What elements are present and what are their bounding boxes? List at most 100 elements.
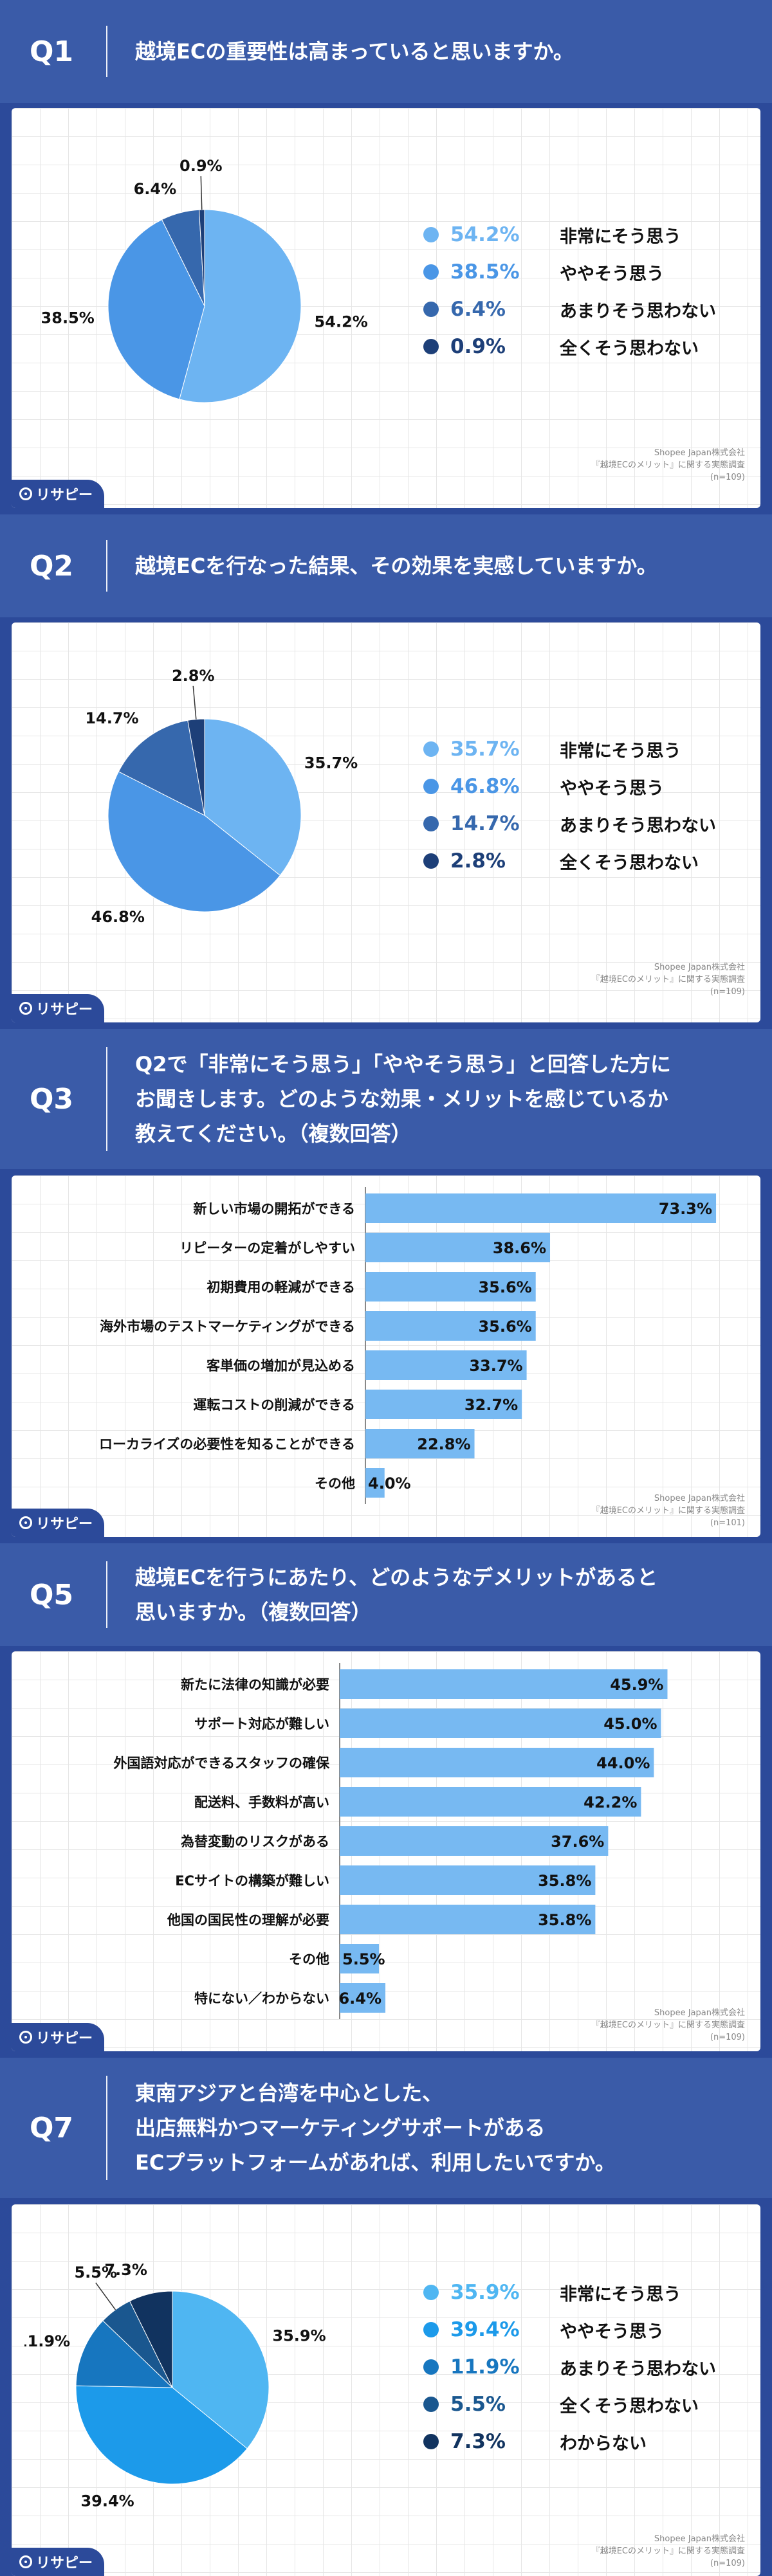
source-company: Shopee Japan株式会社 xyxy=(654,2008,745,2018)
bar xyxy=(340,1748,654,1777)
legend-item: 2.8% 全くそう思わない xyxy=(423,842,716,880)
bar xyxy=(340,1826,609,1856)
brand-icon xyxy=(19,1516,32,1529)
brand-name: リサピー xyxy=(36,2555,93,2571)
legend-percent: 39.4% xyxy=(450,2318,520,2341)
bar-value-label: 37.6% xyxy=(551,1833,604,1851)
bar xyxy=(365,1429,475,1458)
brand-icon xyxy=(19,2031,32,2044)
section-q1: Q1 越境ECの重要性は高まっていると思いますか。 54.2% 38.5% 6.4%… xyxy=(0,0,772,508)
bar-value-label: 38.6% xyxy=(493,1239,546,1257)
bar xyxy=(365,1468,385,1498)
source-survey: 『越境ECのメリット』に関する実態調査 xyxy=(591,2546,745,2556)
divider xyxy=(106,26,107,77)
legend-label: 非常にそう思う xyxy=(560,226,681,247)
question-text: 東南アジアと台湾を中心とした、 出店無料かつマーケティングサポートがある ECプ… xyxy=(135,2081,616,2175)
bar-chart: 新しい市場の開拓ができる 73.3% リピーターの定着がしやすい 38.6% 初期費用の… xyxy=(99,1187,717,1504)
brand-name: リサピー xyxy=(36,1002,93,1018)
legend-swatch xyxy=(423,264,439,280)
bar xyxy=(365,1272,536,1302)
bar-value-label: 33.7% xyxy=(469,1357,522,1375)
bar xyxy=(340,1669,668,1699)
section-q3: Q3 Q2で「非常にそう思う」「ややそう思う」と回答した方に お聞きします。どの… xyxy=(0,1029,772,1537)
legend-swatch xyxy=(423,2359,439,2375)
bar-value-label: 35.6% xyxy=(478,1318,531,1336)
question-header: Q3 Q2で「非常にそう思う」「ややそう思う」と回答した方に お聞きします。どの… xyxy=(0,1029,772,1169)
brand-logo: リサピー xyxy=(12,994,105,1022)
legend-swatch xyxy=(423,227,439,242)
pie-slice xyxy=(179,209,302,403)
bar-value-label: 45.0% xyxy=(603,1715,657,1733)
legend-percent: 35.9% xyxy=(450,2281,520,2304)
question-number: Q5 xyxy=(29,1578,74,1611)
bar xyxy=(340,1944,380,1973)
sample-size: (n=101) xyxy=(710,1518,745,1528)
question-number: Q3 xyxy=(29,1082,74,1116)
chart-card: 35.9%39.4%11.9%5.5%7.3% 35.9%非常にそう思う39.4… xyxy=(12,2204,760,2576)
slice-label: 14.7% xyxy=(85,709,138,727)
brand-icon xyxy=(19,1002,32,1015)
source-company: Shopee Japan株式会社 xyxy=(654,1494,745,1503)
bar-value-label: 42.2% xyxy=(584,1793,637,1811)
brand-name: リサピー xyxy=(36,2031,93,2047)
legend-percent: 38.5% xyxy=(450,260,520,284)
source-note: Shopee Japan株式会社 『越境ECのメリット』に関する実態調査 (n=… xyxy=(592,2007,745,2044)
legend: 54.2% 非常にそう思う 38.5% ややそう思う 6.4% あまりそう思わない 0.9%… xyxy=(423,216,716,365)
legend-swatch xyxy=(423,302,439,317)
question-text: 越境ECの重要性は高まっていると思いますか。 xyxy=(135,39,574,64)
sample-size: (n=109) xyxy=(710,473,745,482)
category-label: サポート対応が難しい xyxy=(194,1716,329,1732)
category-label: 外国語対応ができるスタッフの確保 xyxy=(113,1755,330,1771)
question-header: Q1 越境ECの重要性は高まっていると思いますか。 xyxy=(0,0,772,103)
slice-label: 0.9% xyxy=(179,157,223,175)
section-q5: Q5 越境ECを行うにあたり、どのようなデメリットがあると 思いますか。（複数回… xyxy=(0,1543,772,2051)
brand-icon xyxy=(19,487,32,500)
legend-label: あまりそう思わない xyxy=(560,2359,716,2379)
bar-value-label: 4.0% xyxy=(368,1474,411,1492)
question-text: Q2で「非常にそう思う」「ややそう思う」と回答した方に お聞きします。どのような… xyxy=(135,1052,671,1146)
slice-label: 38.5% xyxy=(41,309,95,327)
slice-label: 5.5% xyxy=(74,2263,117,2281)
slice-label: 11.9% xyxy=(24,2332,70,2350)
pie-slice xyxy=(172,2290,270,2449)
category-label: ECサイトの構築が難しい xyxy=(175,1873,329,1889)
bar xyxy=(365,1311,536,1341)
source-company: Shopee Japan株式会社 xyxy=(654,2534,745,2544)
source-note: Shopee Japan株式会社 『越境ECのメリット』に関する実態調査 (n=… xyxy=(592,961,745,998)
legend-item: 7.3% わからない xyxy=(423,2423,716,2460)
legend-item: 0.9% 全くそう思わない xyxy=(423,328,716,365)
question-header: Q5 越境ECを行うにあたり、どのようなデメリットがあると 思いますか。（複数回… xyxy=(0,1543,772,1646)
legend-item: 46.8% ややそう思う xyxy=(423,768,716,805)
legend-swatch xyxy=(423,816,439,831)
source-survey: 『越境ECのメリット』に関する実態調査 xyxy=(591,460,745,470)
bar-chart: 新たに法律の知識が必要 45.9% サポート対応が難しい 45.0% 外国語対応ができる… xyxy=(113,1663,668,2019)
pie-slice xyxy=(107,771,281,912)
source-survey: 『越境ECのメリット』に関する実態調査 xyxy=(591,1506,745,1516)
category-label: 初期費用の軽減ができる xyxy=(207,1280,355,1295)
category-label: リピーターの定着がしやすい xyxy=(179,1240,355,1256)
brand-icon xyxy=(19,2555,32,2568)
bar xyxy=(340,1983,386,2013)
legend-percent: 54.2% xyxy=(450,223,520,246)
legend-swatch xyxy=(423,741,439,757)
legend-swatch xyxy=(423,2397,439,2412)
source-survey: 『越境ECのメリット』に関する実態調査 xyxy=(591,975,745,984)
question-text: 越境ECを行うにあたり、どのようなデメリットがあると 思いますか。（複数回答） xyxy=(135,1565,658,1624)
category-label: 為替変動のリスクがある xyxy=(181,1834,329,1849)
category-label: 運転コストの削減ができる xyxy=(193,1397,355,1413)
bar xyxy=(365,1350,527,1380)
slice-label: 35.7% xyxy=(304,754,358,772)
source-note: Shopee Japan株式会社 『越境ECのメリット』に関する実態調査 (n=… xyxy=(592,447,745,484)
bar xyxy=(365,1193,717,1223)
legend-item: 38.5% ややそう思う xyxy=(423,253,716,291)
legend-percent: 7.3% xyxy=(450,2430,506,2453)
pie-slice xyxy=(198,209,205,307)
slice-label: 2.8% xyxy=(172,667,215,685)
question-number: Q1 xyxy=(29,35,74,68)
pie-slice xyxy=(204,718,302,876)
legend-percent: 5.5% xyxy=(450,2393,506,2416)
brand-name: リサピー xyxy=(36,1516,93,1532)
section-q7: Q7 東南アジアと台湾を中心とした、 出店無料かつマーケティングサポートがある … xyxy=(0,2058,772,2576)
legend-item: 6.4% あまりそう思わない xyxy=(423,291,716,328)
legend-label: ややそう思う xyxy=(560,2321,664,2342)
